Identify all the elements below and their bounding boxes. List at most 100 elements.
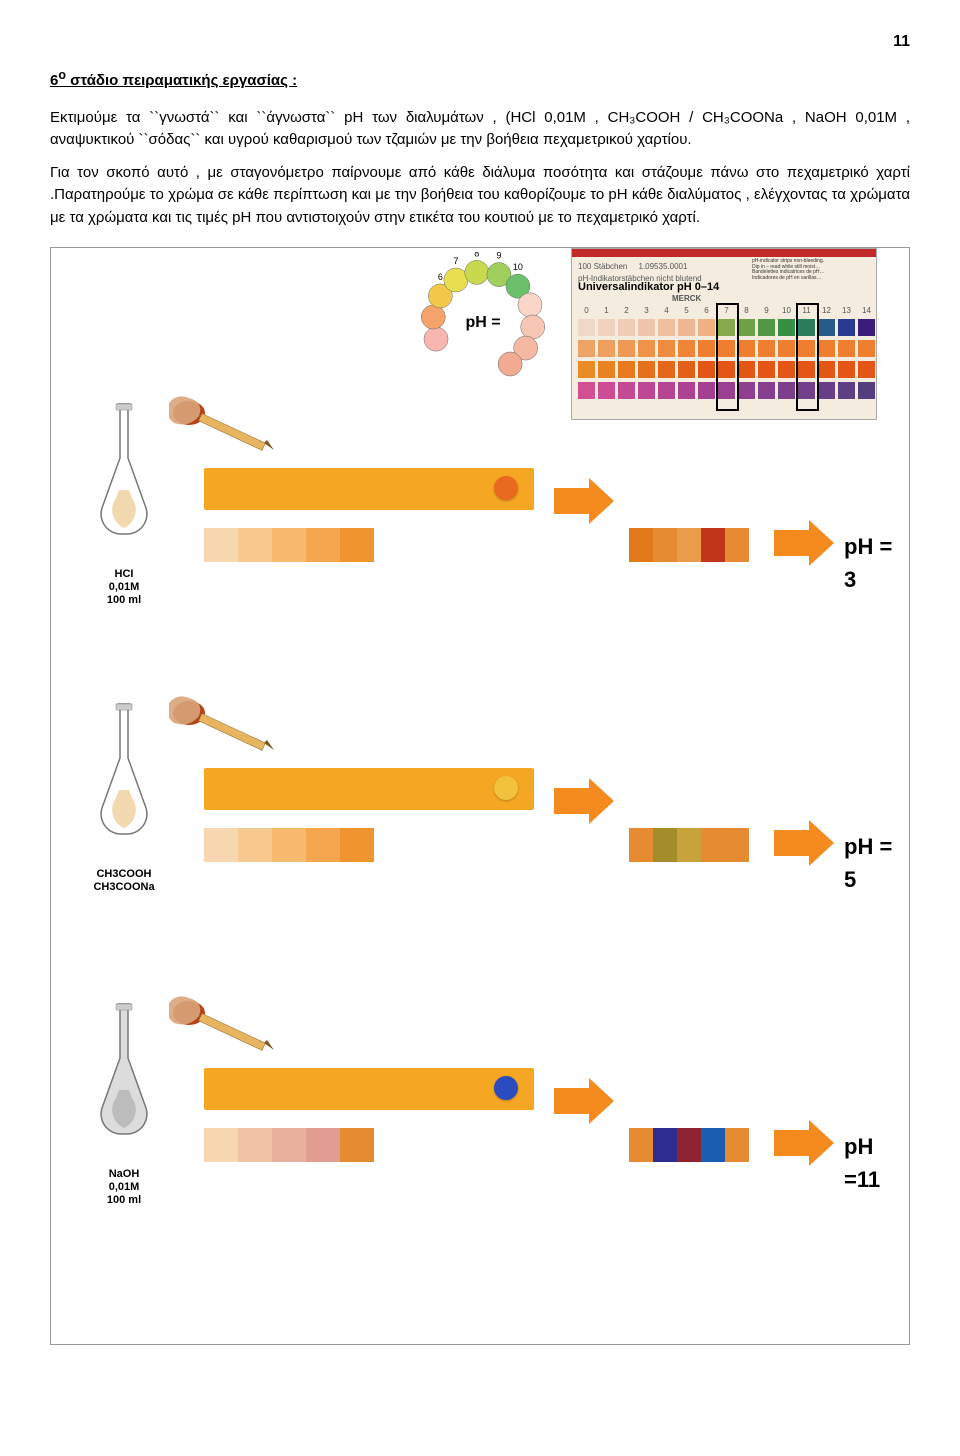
chart-swatch — [838, 340, 855, 357]
sample-dot — [494, 476, 518, 500]
chart-swatch — [738, 382, 755, 399]
indicator-strip — [204, 768, 534, 810]
chart-swatch — [598, 382, 615, 399]
chart-swatch — [838, 319, 855, 336]
chart-col-num: 14 — [858, 305, 875, 317]
sample-dot — [494, 776, 518, 800]
chart-swatch — [598, 340, 615, 357]
ph-result: pH = 3 — [844, 530, 901, 596]
chart-swatch — [858, 361, 875, 378]
trial-3: NaOH0,01M100 ml pH =11 — [59, 1038, 901, 1268]
svg-text:8: 8 — [474, 252, 479, 258]
swatch-gradient-left — [204, 828, 374, 862]
swatch-result-right — [629, 1128, 749, 1162]
indicator-strip — [204, 468, 534, 510]
chart-swatch — [758, 382, 775, 399]
arrow-2 — [769, 518, 839, 568]
flask-label: NaOH0,01M100 ml — [79, 1168, 169, 1208]
chart-swatch — [698, 382, 715, 399]
arrow-1 — [549, 1076, 619, 1126]
chart-col-num: 9 — [758, 305, 775, 317]
chart-col-num: 3 — [638, 305, 655, 317]
chart-col-num: 4 — [658, 305, 675, 317]
experiment-figure: pH = 45678910 100 Stäbchen 1.09535.0001p… — [50, 247, 910, 1345]
chart-highlight — [796, 303, 819, 411]
chart-col-num: 13 — [838, 305, 855, 317]
chart-col-num: 5 — [678, 305, 695, 317]
chart-swatch — [818, 361, 835, 378]
chart-swatch — [698, 361, 715, 378]
chart-swatch — [858, 382, 875, 399]
chart-swatch — [638, 382, 655, 399]
chart-swatch — [778, 319, 795, 336]
arrow-icon — [769, 518, 839, 568]
chart-swatch — [698, 340, 715, 357]
chart-col-num: 10 — [778, 305, 795, 317]
flask-icon — [94, 998, 154, 1158]
chart-swatch — [578, 382, 595, 399]
indicator-strip — [204, 1068, 534, 1110]
trial-2: CH3COOHCH3COONa pH = 5 — [59, 738, 901, 968]
chart-swatch — [778, 382, 795, 399]
arrow-1 — [549, 476, 619, 526]
ph-wheel: pH = 45678910 — [401, 252, 566, 387]
svg-text:7: 7 — [453, 256, 458, 266]
flask-column: NaOH0,01M100 ml — [79, 998, 169, 1207]
chart-right-text: pH-indicator strips non-bleeding.Dip in … — [752, 259, 872, 281]
chart-swatch — [618, 361, 635, 378]
chart-swatch — [858, 319, 875, 336]
chart-swatch — [618, 340, 635, 357]
stage-heading: 6ο στάδιο πειραματικής εργασίας : — [50, 66, 910, 93]
chart-highlight — [716, 303, 739, 411]
chart-col-num: 2 — [618, 305, 635, 317]
chart-swatch — [758, 340, 775, 357]
chart-swatch — [778, 340, 795, 357]
chart-swatch — [838, 361, 855, 378]
chart-swatch — [678, 319, 695, 336]
chart-col-num: 8 — [738, 305, 755, 317]
arrow-icon — [769, 818, 839, 868]
swatch-result-right — [629, 528, 749, 562]
swatch-gradient-left — [204, 528, 374, 562]
chart-swatch — [858, 340, 875, 357]
chart-swatch — [578, 340, 595, 357]
chart-swatch — [638, 340, 655, 357]
chart-swatch — [678, 382, 695, 399]
flask-column: HCI0,01M100 ml — [79, 398, 169, 607]
heading-rest: στάδιο πειραματικής εργασίας : — [66, 72, 297, 89]
svg-text:9: 9 — [496, 252, 501, 261]
chart-swatch — [838, 382, 855, 399]
paragraph-2: Για τον σκοπό αυτό , με σταγονόμετρο παί… — [50, 162, 910, 230]
chart-swatch — [618, 382, 635, 399]
page-number: 11 — [50, 30, 910, 54]
arrow-icon — [769, 1118, 839, 1168]
chart-swatch — [818, 382, 835, 399]
chart-swatch — [598, 361, 615, 378]
chart-swatch — [578, 319, 595, 336]
chart-brand: MERCK — [672, 293, 701, 305]
arrow-icon — [549, 476, 619, 526]
chart-col-num: 6 — [698, 305, 715, 317]
chart-col-num: 1 — [598, 305, 615, 317]
swatch-gradient-left — [204, 1128, 374, 1162]
arrow-2 — [769, 818, 839, 868]
chart-swatch — [638, 319, 655, 336]
svg-text:10: 10 — [513, 262, 523, 272]
chart-swatch — [658, 340, 675, 357]
chart-swatch — [778, 361, 795, 378]
flask-column: CH3COOHCH3COONa — [79, 698, 169, 894]
chart-col-num: 12 — [818, 305, 835, 317]
svg-text:6: 6 — [438, 272, 443, 282]
chart-swatch — [578, 361, 595, 378]
arrow-1 — [549, 776, 619, 826]
flask-icon — [94, 698, 154, 858]
chart-swatch — [698, 319, 715, 336]
chart-swatch — [738, 319, 755, 336]
arrow-icon — [549, 776, 619, 826]
chart-swatch — [638, 361, 655, 378]
chart-swatch — [738, 340, 755, 357]
chart-swatch — [678, 361, 695, 378]
chart-swatch — [598, 319, 615, 336]
flask-label: CH3COOHCH3COONa — [79, 868, 169, 894]
chart-swatch — [818, 340, 835, 357]
